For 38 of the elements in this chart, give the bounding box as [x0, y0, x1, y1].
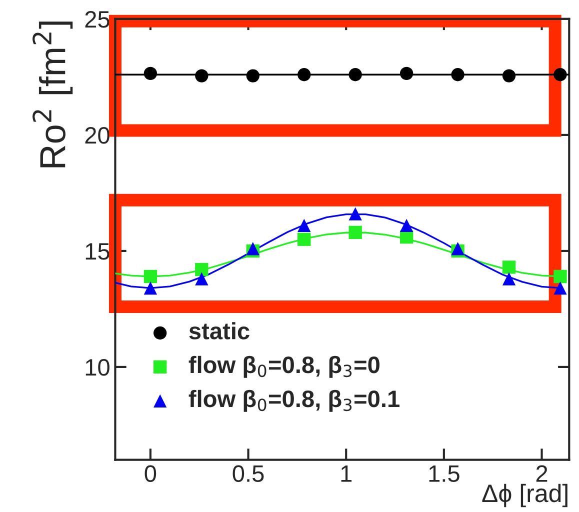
legend-label: flow β$_{0}$=0.8, β$_{3}$=0.1	[188, 390, 400, 412]
point	[400, 218, 414, 232]
point	[451, 242, 464, 256]
point	[400, 66, 414, 80]
point	[348, 207, 362, 220]
point	[502, 272, 516, 286]
x-tick-label: 0	[144, 465, 156, 482]
y-tick-label: 15	[86, 243, 110, 260]
point	[144, 270, 158, 284]
point	[502, 260, 516, 274]
point	[195, 272, 208, 286]
point	[348, 226, 362, 239]
point	[246, 242, 260, 256]
point	[348, 68, 362, 82]
legend-label: static	[189, 322, 250, 340]
y-tick-label: 20	[85, 127, 110, 144]
y-tick-label: 25	[85, 11, 110, 28]
point	[144, 281, 158, 295]
x-tick-label: 0.5	[232, 465, 264, 482]
x-tick-label: 1.5	[429, 466, 460, 482]
point	[144, 66, 158, 80]
point	[502, 69, 516, 82]
point	[298, 218, 311, 232]
point	[195, 69, 208, 82]
point	[298, 232, 311, 246]
point	[195, 262, 208, 276]
x-tick-label: 1	[341, 466, 352, 482]
point	[246, 69, 260, 82]
point	[554, 270, 567, 284]
point	[451, 68, 464, 82]
point	[554, 281, 567, 295]
y-axis-title: Ro$^{2}$ [fm$^{2}$]	[32, 22, 73, 168]
legend-label: flow β$_{0}$=0.8, β$_{3}$=0	[188, 356, 380, 378]
x-tick-label: 2	[536, 465, 548, 482]
x-axis-title: Δϕ [rad]	[482, 484, 568, 508]
point	[554, 68, 567, 82]
y-tick-label: 10	[86, 359, 110, 376]
point	[298, 68, 311, 82]
